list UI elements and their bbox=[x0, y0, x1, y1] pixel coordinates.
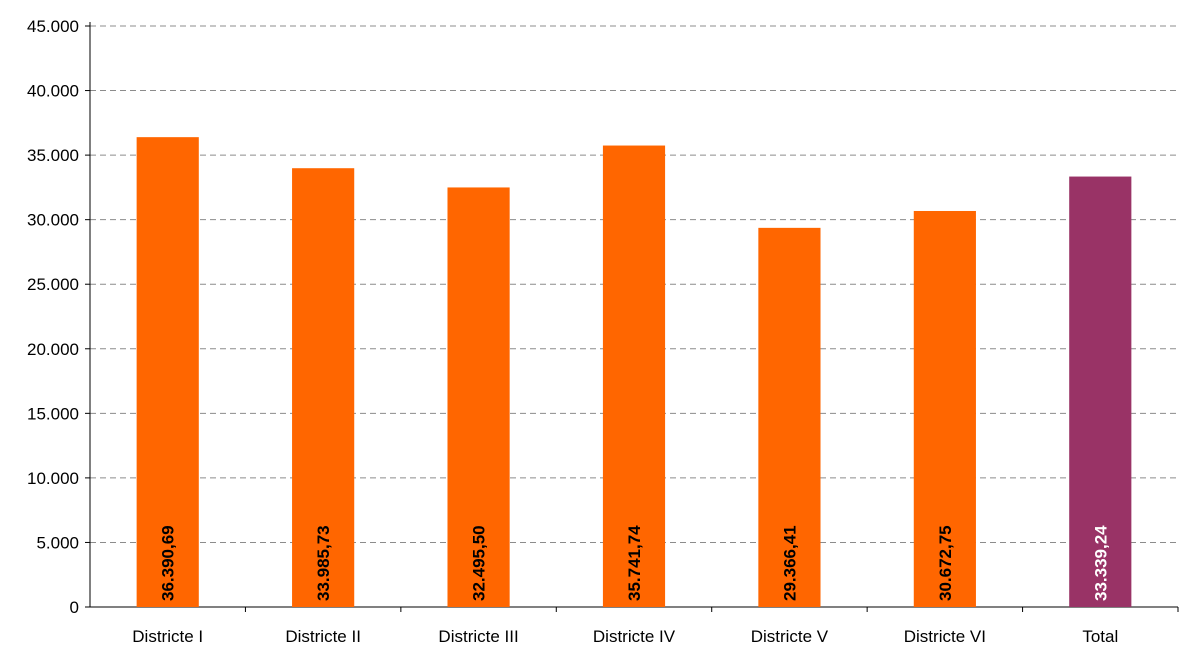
bar-total bbox=[1069, 176, 1132, 607]
data-label: 33.339,24 bbox=[1091, 525, 1110, 601]
y-tick-label: 45.000 bbox=[27, 17, 79, 36]
y-tick-label: 40.000 bbox=[27, 82, 79, 101]
x-category-label: Districte V bbox=[751, 627, 829, 646]
y-tick-label: 0 bbox=[70, 598, 79, 617]
bar bbox=[758, 227, 821, 607]
y-tick-label: 30.000 bbox=[27, 211, 79, 230]
data-labels: 36.390,69 33.985,73 32.495,50 35.741,74 29.3… bbox=[159, 525, 1111, 601]
data-label: 30.672,75 bbox=[936, 525, 955, 601]
x-category-label: Districte III bbox=[438, 627, 518, 646]
bar bbox=[602, 145, 666, 607]
bar bbox=[913, 210, 976, 607]
x-axis-category-labels: Districte I Districte II Districte III Dist… bbox=[132, 627, 1118, 646]
y-tick-label: 25.000 bbox=[27, 275, 79, 294]
data-label: 32.495,50 bbox=[470, 525, 489, 601]
bar bbox=[136, 137, 199, 607]
data-label: 29.366,41 bbox=[780, 525, 799, 601]
x-category-label: Districte IV bbox=[593, 627, 676, 646]
bar bbox=[292, 168, 355, 607]
bars bbox=[136, 137, 1132, 607]
x-category-label: Districte I bbox=[132, 627, 203, 646]
data-label: 36.390,69 bbox=[159, 525, 178, 601]
y-tick-label: 35.000 bbox=[27, 146, 79, 165]
y-tick-label: 10.000 bbox=[27, 469, 79, 488]
y-tick-label: 20.000 bbox=[27, 340, 79, 359]
y-axis-tick-labels: 0 5.000 10.000 15.000 20.000 25.000 30.000 35.0… bbox=[27, 17, 79, 617]
bar bbox=[447, 187, 510, 607]
data-label: 35.741,74 bbox=[625, 525, 644, 601]
x-category-label: Districte VI bbox=[904, 627, 986, 646]
y-tick-label: 15.000 bbox=[27, 404, 79, 423]
y-tick-label: 5.000 bbox=[36, 533, 79, 552]
data-label: 33.985,73 bbox=[314, 525, 333, 601]
x-category-label: Total bbox=[1082, 627, 1118, 646]
x-category-label: Districte II bbox=[285, 627, 361, 646]
